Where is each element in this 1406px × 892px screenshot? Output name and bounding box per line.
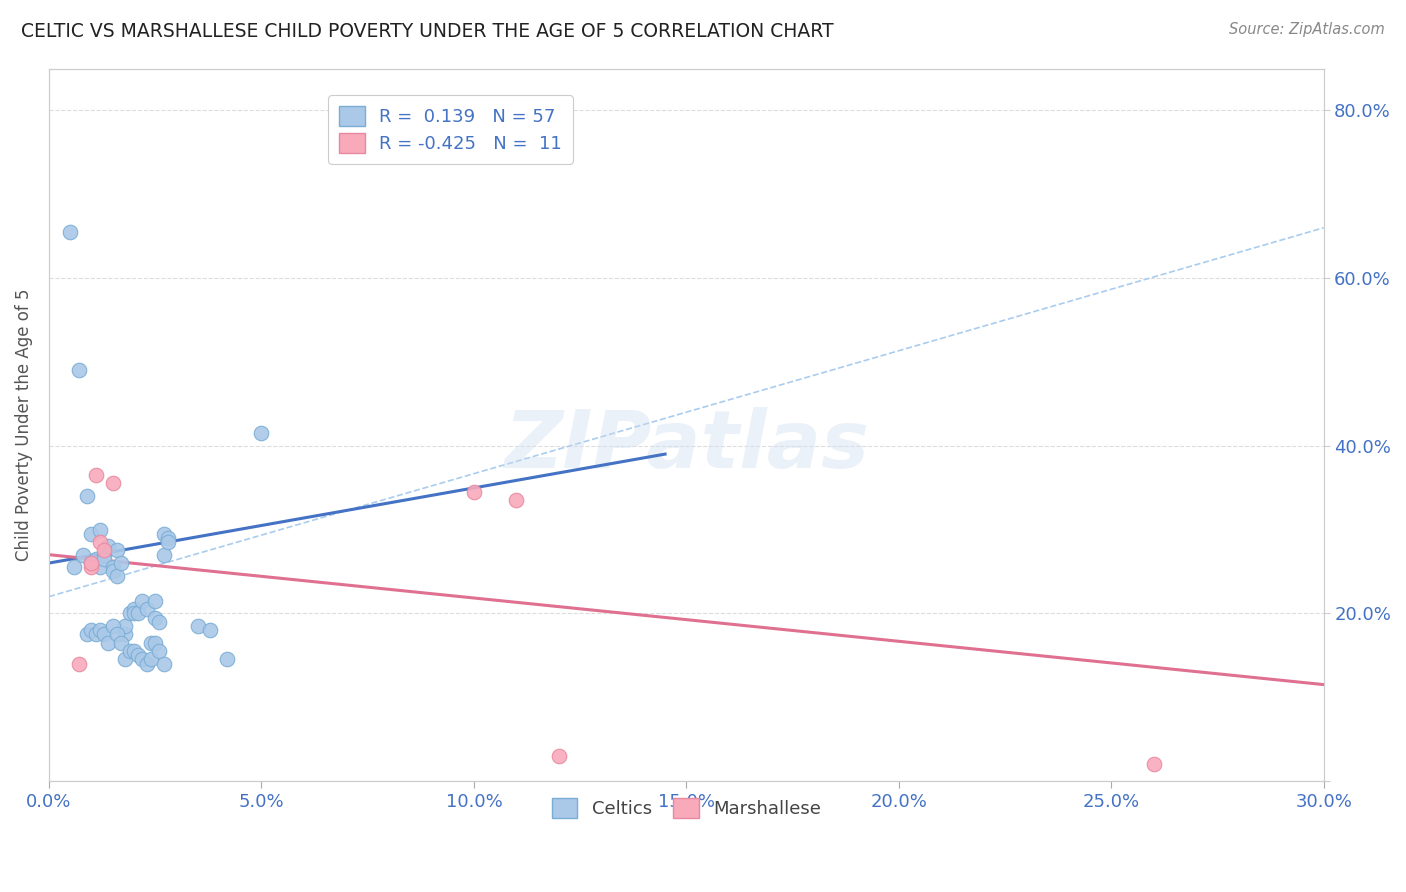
Point [101, 560, 124, 574]
Point [143, 610, 166, 624]
Point [101, 619, 124, 633]
Point [89, 623, 111, 637]
Point [250, 426, 273, 441]
Point [131, 594, 153, 608]
Point [89, 535, 111, 549]
Point [114, 652, 136, 666]
Text: CELTIC VS MARSHALLESE CHILD POVERTY UNDER THE AGE OF 5 CORRELATION CHART: CELTIC VS MARSHALLESE CHILD POVERTY UNDE… [21, 22, 834, 41]
Point [118, 607, 141, 621]
Point [93, 627, 115, 641]
Point [105, 627, 128, 641]
Point [80, 556, 103, 570]
Point [89, 560, 111, 574]
Point [143, 594, 166, 608]
Point [122, 607, 145, 621]
Point [505, 493, 527, 508]
Point [152, 548, 174, 562]
Point [127, 607, 149, 621]
Point [84, 627, 107, 641]
Point [148, 615, 170, 629]
Point [156, 535, 179, 549]
Point [148, 644, 170, 658]
Point [135, 657, 157, 671]
Point [59, 225, 82, 239]
Point [93, 548, 115, 562]
Point [200, 623, 222, 637]
Point [80, 560, 103, 574]
Point [84, 552, 107, 566]
Point [110, 556, 132, 570]
Text: ZIPatlas: ZIPatlas [503, 407, 869, 485]
Point [118, 644, 141, 658]
Point [97, 539, 120, 553]
Legend: Celtics, Marshallese: Celtics, Marshallese [544, 791, 828, 825]
Point [152, 526, 174, 541]
Point [101, 476, 124, 491]
Point [93, 552, 115, 566]
Y-axis label: Child Poverty Under the Age of 5: Child Poverty Under the Age of 5 [15, 288, 32, 561]
Point [110, 636, 132, 650]
Point [122, 602, 145, 616]
Point [135, 602, 157, 616]
Point [105, 568, 128, 582]
Point [80, 526, 103, 541]
Point [97, 636, 120, 650]
Point [101, 565, 124, 579]
Point [122, 644, 145, 658]
Point [187, 619, 209, 633]
Point [76, 489, 98, 503]
Point [67, 657, 90, 671]
Point [63, 560, 86, 574]
Point [76, 627, 98, 641]
Point [105, 543, 128, 558]
Point [547, 748, 569, 763]
Point [1143, 757, 1166, 772]
Point [67, 363, 90, 377]
Point [463, 484, 485, 499]
Point [139, 652, 162, 666]
Point [114, 627, 136, 641]
Point [93, 543, 115, 558]
Point [156, 531, 179, 545]
Text: Source: ZipAtlas.com: Source: ZipAtlas.com [1229, 22, 1385, 37]
Point [152, 657, 174, 671]
Point [80, 556, 103, 570]
Point [89, 523, 111, 537]
Point [72, 548, 94, 562]
Point [139, 636, 162, 650]
Point [217, 652, 239, 666]
Point [131, 652, 153, 666]
Point [127, 648, 149, 663]
Point [84, 468, 107, 483]
Point [114, 619, 136, 633]
Point [143, 636, 166, 650]
Point [80, 623, 103, 637]
